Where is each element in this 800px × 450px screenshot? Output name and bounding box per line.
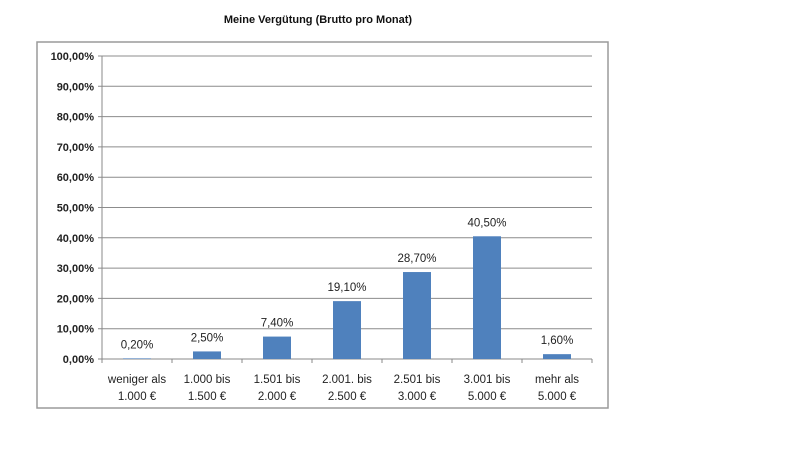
data-label: 28,70% <box>397 253 436 265</box>
data-label: 40,50% <box>467 217 506 229</box>
chart-frame <box>36 41 609 409</box>
y-tick-label: 10,00% <box>57 324 95 336</box>
y-tick-label: 50,00% <box>57 203 95 215</box>
x-category-label: weniger als <box>107 374 166 386</box>
x-category-label: 5.000 € <box>468 391 507 403</box>
x-category-label: mehr als <box>535 374 579 386</box>
x-category-label: 2.000 € <box>258 391 297 403</box>
bar <box>193 351 221 359</box>
y-tick-label: 100,00% <box>51 51 95 63</box>
x-category-label: 1.500 € <box>188 391 227 403</box>
y-tick-label: 90,00% <box>57 81 95 93</box>
bar <box>403 272 431 359</box>
y-tick-label: 0,00% <box>63 354 94 366</box>
bar <box>473 236 501 359</box>
data-label: 2,50% <box>191 332 224 344</box>
y-tick-label: 40,00% <box>57 233 95 245</box>
x-category-label: 1.000 € <box>118 391 157 403</box>
y-tick-label: 20,00% <box>57 293 95 305</box>
x-category-label: 1.501 bis <box>254 374 301 386</box>
y-tick-label: 80,00% <box>57 112 95 124</box>
data-label: 0,20% <box>121 339 154 351</box>
x-category-label: 3.001 bis <box>464 374 511 386</box>
chart-title: Meine Vergütung (Brutto pro Monat) <box>224 14 413 26</box>
data-label: 7,40% <box>261 318 294 330</box>
bar <box>123 358 151 359</box>
data-label: 19,10% <box>327 282 366 294</box>
y-tick-label: 70,00% <box>57 142 95 154</box>
x-category-label: 3.000 € <box>398 391 437 403</box>
x-category-label: 2.501 bis <box>394 374 441 386</box>
bar <box>333 301 361 359</box>
bar <box>263 336 291 359</box>
x-category-label: 1.000 bis <box>184 374 231 386</box>
y-tick-label: 60,00% <box>57 172 95 184</box>
bar <box>543 354 571 359</box>
data-label: 1,60% <box>541 335 574 347</box>
x-category-label: 2.500 € <box>328 391 367 403</box>
x-category-label: 2.001. bis <box>322 374 372 386</box>
x-category-label: 5.000 € <box>538 391 577 403</box>
y-tick-label: 30,00% <box>57 263 95 275</box>
